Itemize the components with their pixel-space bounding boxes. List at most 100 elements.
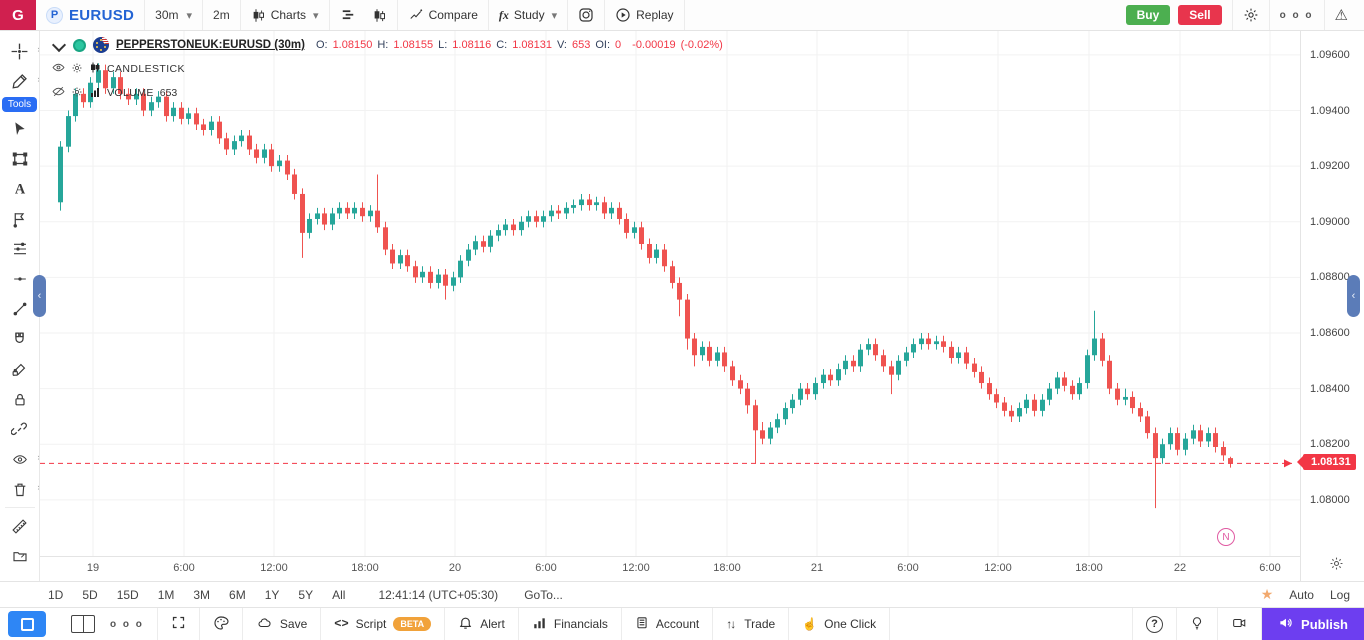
broker-icon: P: [46, 6, 63, 24]
toolbar-spacer: [685, 0, 1116, 30]
annotation-tool[interactable]: [6, 208, 34, 230]
layout-single-button[interactable]: [8, 611, 46, 637]
trend-line-tool[interactable]: [6, 298, 34, 320]
sell-button[interactable]: Sell: [1178, 5, 1222, 25]
account-button[interactable]: Account: [622, 608, 714, 640]
horizontal-line-tool[interactable]: [6, 268, 34, 290]
chart-legend: PEPPERSTONEUK:EURUSD (30m) O: 1.08150 H: 1.…: [52, 37, 723, 101]
rectangle-tool[interactable]: [6, 148, 34, 170]
ruler-tool[interactable]: [6, 515, 34, 537]
alerts-warning-button[interactable]: ⚠: [1325, 0, 1364, 30]
theme-button[interactable]: [200, 608, 243, 640]
lock-tool[interactable]: [6, 388, 34, 410]
range-all[interactable]: All: [332, 587, 346, 602]
ellipsis-icon: o o o: [1279, 9, 1314, 21]
layout-split-group: o o o: [50, 608, 158, 640]
draw-pen-tool[interactable]: ›: [6, 70, 39, 92]
more-options-button[interactable]: o o o: [1270, 0, 1325, 30]
submenu-chevron-icon: ›: [38, 482, 40, 492]
range-1d[interactable]: 1D: [48, 587, 64, 602]
compare-button[interactable]: Compare: [398, 0, 489, 30]
alert-button[interactable]: Alert: [445, 608, 519, 640]
last-price-badge: 1.08131: [1297, 454, 1356, 471]
buy-button[interactable]: Buy: [1125, 5, 1171, 25]
change-value: -0.00019: [632, 39, 676, 51]
charts-menu[interactable]: Charts ▾: [241, 0, 330, 30]
gear-icon[interactable]: [71, 86, 83, 101]
layout-split-button[interactable]: [71, 615, 95, 633]
study-label[interactable]: VOLUME: [107, 87, 154, 99]
goto-button[interactable]: GoTo...: [524, 587, 563, 602]
trade-button[interactable]: ↑↓ Trade: [713, 608, 790, 640]
news-marker[interactable]: N: [1217, 528, 1235, 546]
settings-button[interactable]: [1231, 0, 1270, 30]
log-scale-toggle[interactable]: Log: [1329, 587, 1350, 602]
price-tick: 1.08200: [1310, 438, 1350, 451]
range-6m[interactable]: 6M: [229, 587, 246, 602]
link-tool[interactable]: [6, 418, 34, 440]
price-axis[interactable]: ‹ 1.09600 1.09400 1.09200 1.09000 1.08800 1.0…: [1297, 31, 1364, 581]
financials-button[interactable]: Financials: [519, 608, 622, 640]
candlestick-chart[interactable]: [40, 31, 1300, 556]
video-camera-icon: [1231, 616, 1248, 633]
time-tick: 6:00: [173, 562, 195, 574]
time-tick: 18:00: [1075, 562, 1103, 574]
range-3m[interactable]: 3M: [193, 587, 211, 602]
study-menu[interactable]: fx Study ▾: [489, 0, 569, 30]
ohlc-label: L:: [438, 39, 448, 51]
ideas-button[interactable]: [1177, 608, 1219, 640]
draw-lock-tool[interactable]: [6, 358, 34, 380]
fib-lines-tool[interactable]: [6, 238, 34, 260]
chart-type-icon[interactable]: [372, 8, 387, 23]
script-button[interactable]: <> Script BETA: [321, 608, 446, 640]
code-icon: <>: [334, 617, 349, 631]
range-1m[interactable]: 1M: [157, 587, 175, 602]
cursor-tool[interactable]: [6, 118, 34, 140]
magnet-tool[interactable]: [6, 328, 34, 350]
chart-plot[interactable]: N: [40, 31, 1300, 556]
video-button[interactable]: [1218, 608, 1263, 640]
layout-more-button[interactable]: o o o: [110, 618, 144, 630]
candlestick-icon: [251, 8, 266, 23]
range-1y[interactable]: 1Y: [264, 587, 280, 602]
warning-icon: ⚠: [1334, 7, 1348, 24]
clock-display[interactable]: 12:41:14 (UTC+05:30): [378, 587, 499, 602]
compare-icon: [408, 8, 424, 22]
time-axis[interactable]: 19 6:00 12:00 18:00 20 6:00 12:00 18:00 21 6:00 12…: [40, 556, 1300, 581]
axis-settings-gear-icon[interactable]: [1329, 556, 1344, 576]
text-tool[interactable]: A: [6, 178, 34, 200]
eye-icon[interactable]: [52, 61, 65, 77]
one-click-button[interactable]: ☝ One Click: [789, 608, 891, 640]
symbol-title[interactable]: PEPPERSTONEUK:EURUSD (30m): [116, 39, 305, 51]
range-5y[interactable]: 5Y: [298, 587, 314, 602]
fullscreen-button[interactable]: [158, 608, 200, 640]
object-tree-tool[interactable]: [6, 545, 34, 567]
study-label[interactable]: CANDLESTICK: [107, 63, 185, 75]
favorite-star-icon[interactable]: ★: [1260, 586, 1274, 602]
account-label: Account: [655, 617, 700, 631]
chevron-down-icon: ▾: [551, 9, 558, 22]
screenshot-button[interactable]: [568, 0, 606, 30]
trash-tool[interactable]: ›: [6, 478, 39, 500]
templates-icon[interactable]: [340, 8, 356, 22]
replay-button[interactable]: Replay: [605, 0, 685, 30]
app-logo[interactable]: G: [0, 0, 36, 30]
help-button[interactable]: ?: [1132, 608, 1178, 640]
save-button[interactable]: Save: [243, 608, 322, 640]
eye-off-icon[interactable]: [52, 85, 65, 101]
gear-icon[interactable]: [71, 62, 83, 77]
range-15d[interactable]: 15D: [116, 587, 139, 602]
collapse-left-panel-handle[interactable]: ‹: [33, 275, 46, 317]
symbol-selector[interactable]: P EURUSD: [36, 0, 146, 30]
interval-selector[interactable]: 30m ▾: [145, 0, 204, 30]
publish-button[interactable]: Publish: [1262, 608, 1364, 640]
legend-collapse-icon[interactable]: [52, 38, 66, 52]
up-down-arrows-icon: ↑↓: [726, 617, 736, 631]
collapse-right-panel-handle[interactable]: ‹: [1347, 275, 1360, 317]
time-tick: 12:00: [260, 562, 288, 574]
quick-interval-button[interactable]: 2m: [203, 0, 241, 30]
visibility-tool[interactable]: ›: [6, 448, 39, 470]
range-5d[interactable]: 5D: [82, 587, 98, 602]
auto-scale-toggle[interactable]: Auto: [1289, 587, 1314, 602]
crosshair-tool[interactable]: ›: [6, 40, 39, 62]
